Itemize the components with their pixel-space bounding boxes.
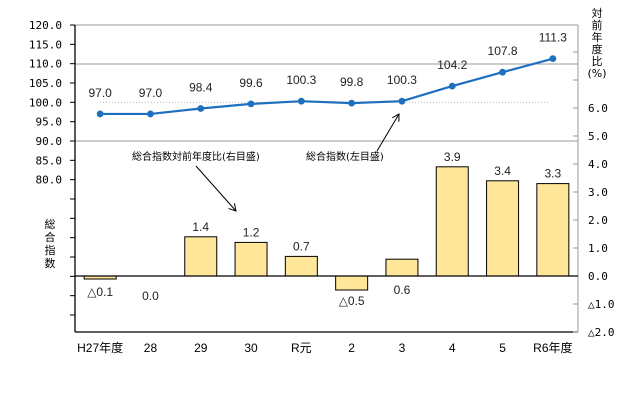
category-label: 4 (449, 341, 456, 355)
line-value-label: 97.0 (139, 86, 163, 100)
bar (184, 236, 218, 277)
bar (536, 183, 570, 277)
bar-value-label: △0.1 (87, 285, 113, 299)
line-marker (96, 110, 104, 118)
index-line (100, 57, 554, 116)
right-axis-title-char: 度 (592, 42, 603, 56)
line-marker (398, 97, 406, 105)
bar (335, 275, 369, 291)
right-tick-label: 4.0 (588, 158, 608, 171)
line-marker (499, 68, 506, 76)
bar-value-label: △0.5 (339, 294, 365, 308)
right-tick-label: 1.0 (588, 242, 608, 255)
category-labels: H27年度 28 29 30 R元 2 3 4 5 R6年度 (77, 340, 572, 355)
category-label: 30 (244, 341, 258, 355)
bar (486, 180, 520, 277)
category-label: 2 (348, 341, 355, 355)
bar-series (83, 166, 570, 291)
right-axis-title-char: (%) (587, 67, 606, 80)
line-marker (297, 97, 305, 105)
right-axis-title-char: 年 (592, 30, 603, 44)
left-axis-title-char: 指 (45, 243, 56, 257)
left-axis-tick-labels: 120.0 115.0 110.0 105.0 100.0 95.0 90.0 85.0 80.… (29, 19, 62, 187)
left-tick-label: 110.0 (29, 58, 62, 71)
category-label: R元 (291, 341, 312, 355)
left-tick-label: 80.0 (36, 174, 63, 187)
line-marker (197, 105, 205, 112)
category-label: 3 (399, 341, 406, 355)
right-axis-ticks (573, 51, 578, 333)
line-value-label: 99.8 (340, 75, 364, 89)
line-value-label: 100.3 (286, 73, 316, 87)
right-axis-tick-labels: 6.0 5.0 4.0 3.0 2.0 1.0 0.0 △1.0 △2.0 (588, 102, 615, 339)
left-axis-title-char: 合 (45, 230, 56, 244)
bar (284, 255, 318, 277)
left-axis-ticks (70, 24, 75, 316)
category-label: 29 (194, 341, 208, 355)
left-tick-label: 105.0 (29, 77, 62, 90)
bar-series-callout: 総合指数対前年度比(右目盛) (132, 150, 260, 163)
line-marker (549, 55, 557, 63)
bar-callout-arrow (195, 165, 236, 211)
left-tick-label: 85.0 (36, 154, 63, 167)
bar (385, 258, 419, 277)
bar-value-label: 3.4 (494, 164, 511, 178)
right-tick-label: 3.0 (588, 186, 608, 199)
line-value-label: 98.4 (189, 81, 213, 95)
plot-frame (74, 24, 579, 333)
bar-value-label: 0.7 (293, 239, 310, 253)
bar (234, 241, 268, 277)
bar (435, 166, 469, 277)
line-value-label: 107.8 (488, 44, 518, 58)
bar-value-label: 1.4 (192, 220, 209, 234)
bar-data-labels: △0.1 0.0 1.4 1.2 0.7 △0.5 0.6 3.9 3.4 3.3 (87, 150, 561, 308)
bar-value-label: 0.6 (394, 283, 411, 297)
line-marker (247, 100, 255, 108)
line-series-callout: 総合指数(左目盛) (306, 150, 384, 163)
line-value-label: 111.3 (539, 31, 568, 45)
line-value-label: 100.3 (387, 73, 417, 87)
line-callout-arrow (376, 114, 399, 152)
left-axis-title-char: 数 (45, 257, 56, 270)
right-axis-title-char: 対 (592, 6, 603, 20)
line-marker (448, 82, 456, 90)
left-tick-label: 90.0 (36, 135, 63, 148)
line-data-labels: 97.0 97.0 98.4 99.6 100.3 99.8 100.3 104.2 107.8… (88, 31, 567, 100)
line-marker (348, 99, 356, 107)
bar-value-label: 0.0 (142, 289, 159, 303)
category-label: 5 (499, 341, 506, 355)
bar-value-label: 1.2 (243, 225, 260, 239)
right-tick-label: △1.0 (588, 298, 615, 311)
left-axis-title: 総合指数 (45, 217, 56, 270)
right-tick-label: 5.0 (588, 130, 608, 143)
left-tick-label: 95.0 (36, 116, 63, 129)
category-label: H27年度 (77, 340, 123, 355)
line-marker (147, 110, 154, 118)
category-label: R6年度 (533, 340, 572, 355)
right-axis-title-char: 比 (592, 55, 603, 68)
right-axis-title: 対前年度比(%) (587, 6, 606, 80)
right-tick-label: 6.0 (588, 102, 608, 115)
category-label: 28 (144, 341, 158, 355)
right-axis-title-char: 前 (592, 18, 603, 32)
left-tick-label: 120.0 (29, 19, 62, 32)
line-series (96, 55, 557, 118)
line-value-label: 99.6 (239, 76, 263, 90)
left-tick-label: 100.0 (29, 96, 62, 109)
line-value-label: 97.0 (88, 86, 112, 100)
bar-value-label: 3.3 (545, 167, 562, 181)
line-value-label: 104.2 (437, 58, 467, 72)
right-tick-label: △2.0 (588, 326, 615, 339)
left-tick-label: 115.0 (29, 38, 62, 51)
left-axis-title-char: 総 (45, 217, 56, 231)
bar-value-label: 3.9 (444, 150, 461, 164)
right-tick-label: 0.0 (588, 270, 608, 283)
right-tick-label: 2.0 (588, 214, 608, 227)
